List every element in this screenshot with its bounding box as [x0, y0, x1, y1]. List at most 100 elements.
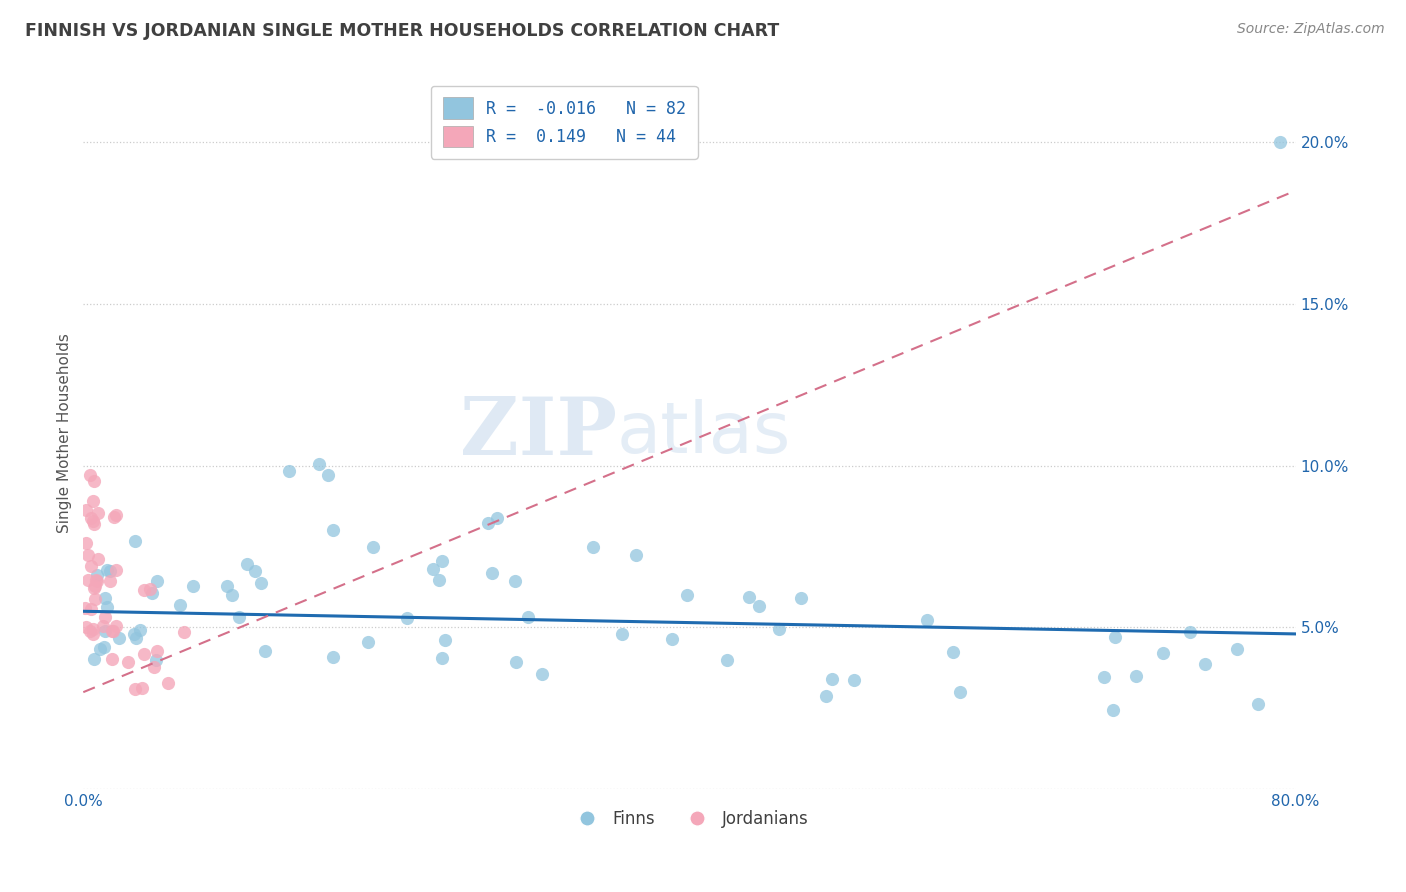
- Point: [108, 632, 131, 646]
- Point: [77, 548, 100, 562]
- Point: [84, 592, 107, 607]
- Point: [481, 566, 503, 580]
- Point: [145, 652, 167, 666]
- Point: [1247, 697, 1270, 711]
- Point: [124, 682, 146, 697]
- Point: [83, 516, 105, 531]
- Point: [173, 624, 195, 639]
- Point: [87, 506, 110, 520]
- Point: [82, 514, 104, 528]
- Point: [83, 474, 105, 488]
- Point: [516, 610, 538, 624]
- Point: [80, 558, 103, 573]
- Point: [83, 581, 105, 595]
- Point: [581, 541, 603, 555]
- Point: [612, 626, 634, 640]
- Point: [503, 574, 526, 588]
- Point: [308, 457, 330, 471]
- Point: [844, 673, 866, 688]
- Point: [79, 468, 101, 483]
- Point: [82, 627, 104, 641]
- Point: [1194, 657, 1216, 672]
- Point: [626, 548, 648, 562]
- Point: [395, 610, 418, 624]
- Y-axis label: Single Mother Households: Single Mother Households: [58, 334, 72, 533]
- Point: [357, 635, 380, 649]
- Point: [915, 613, 938, 627]
- Point: [96, 599, 118, 614]
- Point: [1125, 668, 1147, 682]
- Point: [486, 511, 509, 525]
- Point: [80, 602, 103, 616]
- Point: [477, 516, 499, 531]
- Point: [316, 467, 339, 482]
- Point: [89, 642, 111, 657]
- Point: [103, 509, 125, 524]
- Point: [738, 590, 761, 604]
- Point: [675, 588, 697, 602]
- Point: [100, 574, 122, 588]
- Point: [427, 574, 450, 588]
- Point: [716, 653, 738, 667]
- Point: [221, 588, 243, 602]
- Point: [1092, 670, 1115, 684]
- Point: [1226, 641, 1249, 656]
- Point: [122, 626, 145, 640]
- Point: [1101, 702, 1123, 716]
- Point: [94, 624, 117, 639]
- Point: [86, 574, 108, 588]
- Point: [253, 643, 276, 657]
- Point: [942, 645, 965, 659]
- Point: [86, 552, 108, 566]
- Point: [83, 579, 105, 593]
- Point: [183, 578, 205, 592]
- Point: [768, 622, 790, 636]
- Point: [86, 573, 108, 587]
- Point: [75, 535, 97, 549]
- Point: [93, 640, 115, 655]
- Point: [117, 655, 139, 669]
- Point: [278, 464, 301, 478]
- Point: [1180, 624, 1202, 639]
- Point: [134, 582, 156, 597]
- Point: [134, 647, 156, 661]
- Text: FINNISH VS JORDANIAN SINGLE MOTHER HOUSEHOLDS CORRELATION CHART: FINNISH VS JORDANIAN SINGLE MOTHER HOUSE…: [25, 22, 779, 40]
- Point: [75, 503, 97, 517]
- Point: [104, 563, 127, 577]
- Point: [821, 672, 844, 686]
- Point: [243, 564, 266, 578]
- Point: [80, 510, 103, 524]
- Point: [790, 591, 813, 606]
- Text: Source: ZipAtlas.com: Source: ZipAtlas.com: [1237, 22, 1385, 37]
- Point: [434, 632, 457, 647]
- Point: [430, 554, 453, 568]
- Point: [661, 632, 683, 646]
- Point: [104, 619, 127, 633]
- Point: [94, 610, 117, 624]
- Point: [505, 655, 527, 669]
- Text: atlas: atlas: [617, 399, 792, 467]
- Point: [949, 684, 972, 698]
- Point: [143, 660, 166, 674]
- Point: [169, 599, 191, 613]
- Point: [86, 567, 108, 582]
- Point: [530, 667, 553, 681]
- Point: [141, 586, 163, 600]
- Point: [236, 557, 259, 571]
- Point: [82, 622, 104, 636]
- Point: [101, 624, 124, 638]
- Point: [79, 624, 101, 639]
- Point: [125, 632, 148, 646]
- Legend: Finns, Jordanians: Finns, Jordanians: [564, 803, 815, 834]
- Point: [146, 643, 169, 657]
- Point: [228, 610, 250, 624]
- Point: [96, 563, 118, 577]
- Point: [94, 591, 117, 605]
- Point: [361, 540, 384, 554]
- Point: [322, 524, 344, 538]
- Point: [249, 576, 271, 591]
- Point: [322, 649, 344, 664]
- Point: [104, 508, 127, 522]
- Point: [98, 564, 121, 578]
- Point: [139, 582, 162, 596]
